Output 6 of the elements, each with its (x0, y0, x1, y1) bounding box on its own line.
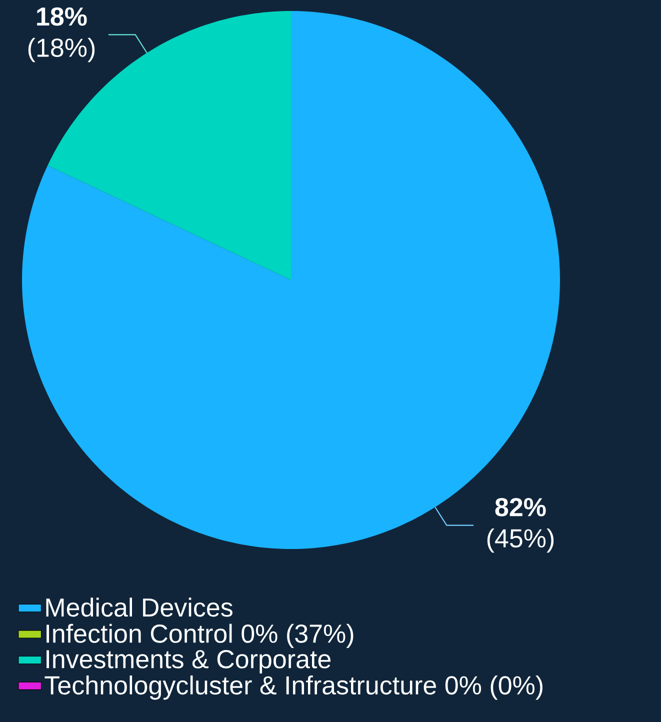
legend-label: Medical Devices (46, 598, 232, 617)
legend-label: Investments & Corporate (46, 650, 331, 674)
legend-label: Infection Control 0% (37%) (46, 624, 354, 648)
data-label: 82% (45%) (487, 498, 554, 553)
data-label: 18% (18%) (28, 7, 95, 62)
legend-label: Technologycluster & Infrastructure 0% (0%) (44, 675, 542, 700)
